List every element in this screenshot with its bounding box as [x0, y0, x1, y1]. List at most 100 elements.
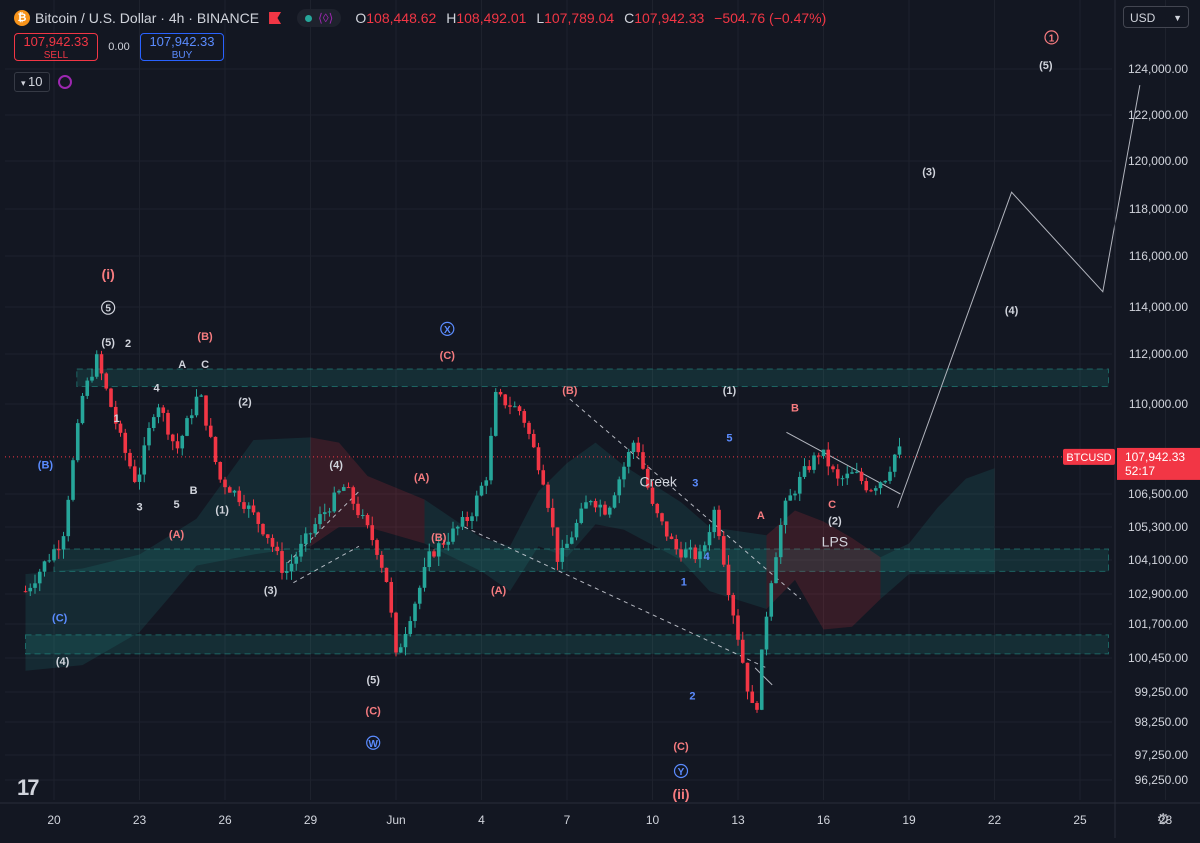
wave-label[interactable]: A	[178, 359, 186, 371]
candle-body	[788, 495, 793, 501]
sell-button[interactable]: 107,942.33 SELL	[14, 33, 98, 61]
trend-line[interactable]	[786, 431, 901, 495]
candle-body	[470, 516, 474, 522]
candle-body	[75, 423, 80, 461]
wave-label[interactable]: (5)	[1039, 60, 1053, 72]
status-pill[interactable]: ⟨◊⟩	[297, 9, 342, 27]
wave-label[interactable]: (B)	[562, 385, 578, 397]
wave-label[interactable]: 3	[136, 502, 142, 514]
candle-body	[33, 583, 37, 588]
wave-label[interactable]: 2	[125, 338, 131, 350]
wave-label[interactable]: (4)	[1005, 305, 1019, 317]
wave-label[interactable]: (A)	[169, 529, 185, 541]
wave-label[interactable]: (3)	[922, 166, 936, 178]
wave-label[interactable]: 1	[681, 577, 687, 589]
candle-body	[270, 537, 275, 547]
wave-label[interactable]: 1	[1049, 33, 1055, 44]
trend-line[interactable]	[754, 667, 773, 686]
candle-body	[142, 445, 147, 475]
wave-label[interactable]: (5)	[101, 337, 115, 349]
wave-label[interactable]: (3)	[264, 585, 278, 597]
time-tick-label: 4	[478, 813, 485, 827]
wave-label[interactable]: (B)	[197, 331, 213, 343]
candle-body	[351, 487, 356, 504]
candle-body	[484, 480, 489, 486]
wave-label[interactable]: (C)	[52, 613, 68, 625]
symbol-title[interactable]: Bitcoin / U.S. Dollar · 4h · BINANCE	[35, 10, 260, 26]
wave-label[interactable]: 5	[173, 499, 179, 511]
wave-label[interactable]: B	[791, 403, 799, 415]
candle-body	[37, 571, 42, 584]
wave-label[interactable]: 4	[154, 383, 161, 395]
candle-body	[698, 551, 702, 560]
wave-label[interactable]: (A)	[414, 472, 430, 484]
indicator-count[interactable]: ▾ 10	[14, 72, 50, 92]
buy-button[interactable]: 107,942.33 BUY	[140, 33, 224, 61]
ichimoku-cloud-segment	[709, 527, 767, 609]
wave-label[interactable]: (4)	[56, 656, 70, 668]
ichimoku-cloud-segment	[196, 440, 254, 566]
wave-label[interactable]: 5	[726, 432, 732, 444]
candle-body	[664, 521, 669, 537]
wave-label[interactable]: (i)	[102, 266, 115, 282]
candle-body	[23, 591, 28, 593]
trade-panel: 107,942.33 SELL 0.00 107,942.33 BUY	[14, 33, 224, 61]
candle-body	[137, 474, 142, 482]
wave-label-circle	[673, 763, 689, 779]
wave-label[interactable]: A	[757, 510, 765, 522]
candle-body	[755, 702, 759, 710]
wave-label[interactable]: (A)	[491, 585, 507, 597]
wave-label[interactable]: (B)	[38, 459, 54, 471]
wave-label[interactable]: (C)	[366, 706, 382, 718]
wave-label[interactable]: (1)	[723, 385, 737, 397]
wave-label[interactable]: (C)	[440, 350, 456, 362]
wave-label[interactable]: C	[828, 499, 836, 511]
candle-body	[869, 490, 873, 492]
candle-body	[774, 557, 778, 584]
candle-body	[593, 501, 598, 508]
wave-label[interactable]: 5	[105, 304, 111, 315]
wave-label[interactable]: B	[190, 485, 198, 497]
wave-label[interactable]: 2	[689, 691, 695, 703]
wave-label[interactable]: (2)	[828, 515, 842, 527]
projection-path[interactable]	[897, 85, 1141, 508]
candle-body	[223, 479, 227, 488]
wave-label[interactable]: (C)	[673, 741, 689, 753]
candle-body	[574, 522, 579, 538]
candle-body	[660, 513, 664, 522]
wave-label[interactable]: Y	[678, 767, 685, 778]
support-zone[interactable]	[76, 368, 1109, 387]
wave-label[interactable]: Creek	[640, 473, 678, 489]
wave-label[interactable]: C	[201, 359, 209, 371]
settings-gear-icon[interactable]: ⚙	[1156, 811, 1170, 828]
wave-label[interactable]: W	[368, 739, 378, 750]
wave-label[interactable]: (4)	[329, 459, 343, 471]
wave-label[interactable]: LPS	[822, 533, 848, 549]
wave-label[interactable]: (B)	[431, 532, 447, 544]
wave-label[interactable]: (2)	[238, 396, 252, 408]
flag-icon[interactable]	[269, 12, 282, 24]
indicator-logo-icon[interactable]	[57, 75, 72, 89]
candle-body	[888, 471, 892, 481]
candle-body	[607, 507, 612, 515]
candle-body	[717, 509, 721, 537]
tradingview-logo-icon[interactable]: 17	[17, 775, 40, 800]
wave-label[interactable]: 1	[114, 413, 120, 425]
indicator-row: ▾ 10	[14, 72, 72, 92]
wave-label[interactable]: X	[444, 325, 451, 336]
price-tick-label: 105,300.00	[1128, 520, 1188, 534]
wave-label[interactable]: 4	[704, 551, 711, 563]
wave-label[interactable]: (ii)	[672, 786, 689, 802]
wave-label[interactable]: 3	[692, 477, 698, 489]
close-value: 107,942.33	[634, 10, 705, 26]
wave-label[interactable]: (5)	[366, 675, 380, 687]
support-zone[interactable]	[25, 634, 1109, 655]
trend-line[interactable]	[569, 398, 802, 600]
wave-label[interactable]: (1)	[215, 504, 229, 516]
last-price-tag[interactable]	[1117, 447, 1200, 480]
candle-body	[85, 380, 90, 396]
currency-select[interactable]: USD ▼	[1123, 6, 1189, 28]
ichimoku-cloud-segment	[567, 442, 596, 558]
